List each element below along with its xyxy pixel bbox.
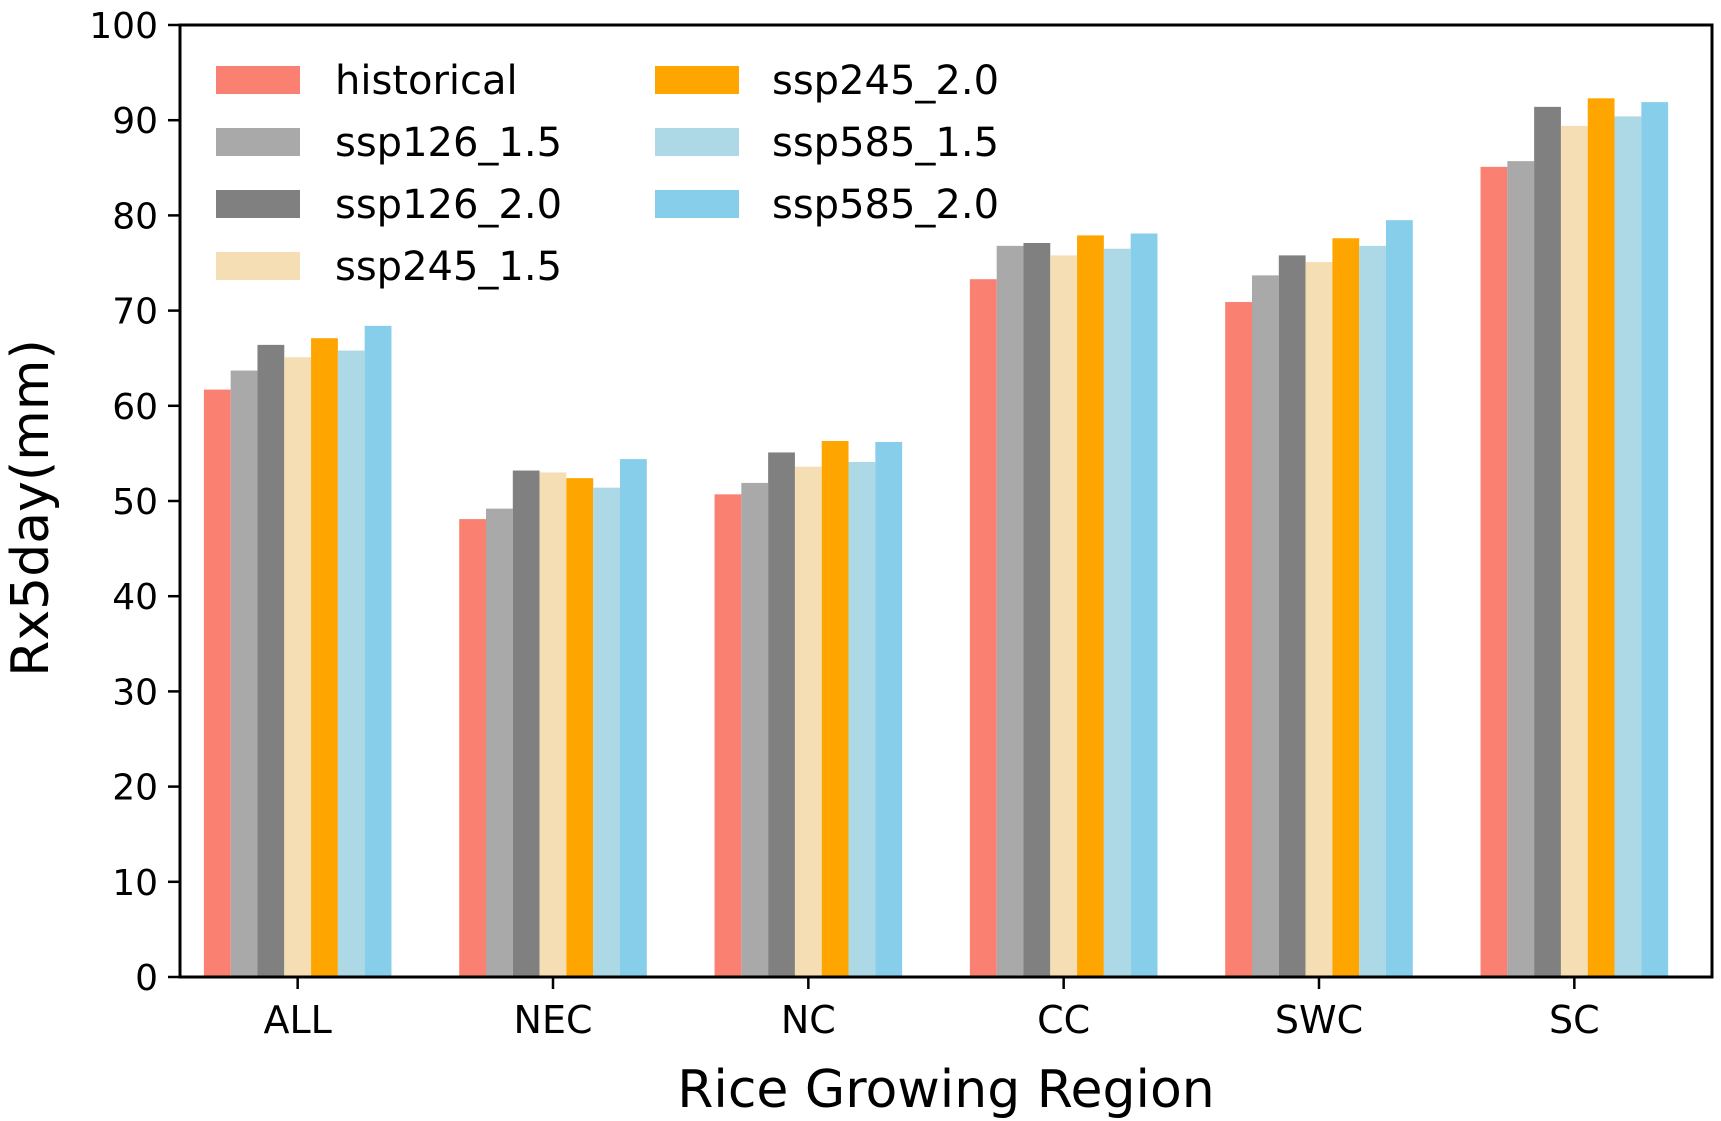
legend-swatch-historical bbox=[216, 66, 300, 94]
bar-ssp126-2-0-swc bbox=[1278, 255, 1306, 977]
bar-ssp126-1-5-all bbox=[230, 370, 258, 977]
bar-historical-nc bbox=[714, 494, 742, 977]
bars-layer bbox=[203, 98, 1669, 978]
bar-ssp126-1-5-sc bbox=[1507, 161, 1535, 978]
y-axis-label: Rx5day(mm) bbox=[1, 339, 61, 677]
bar-ssp126-2-0-cc bbox=[1023, 243, 1051, 977]
bar-ssp245-2-0-nec bbox=[566, 478, 594, 977]
y-tick-label: 100 bbox=[89, 6, 158, 47]
bar-ssp245-2-0-cc bbox=[1077, 235, 1104, 978]
bar-historical-cc bbox=[969, 279, 997, 978]
bar-ssp245-1-5-sc bbox=[1560, 125, 1588, 978]
bar-ssp585-1-5-cc bbox=[1103, 248, 1131, 978]
bar-ssp245-2-0-sc bbox=[1587, 98, 1615, 977]
y-tick-label: 90 bbox=[112, 101, 158, 142]
bar-historical-nec bbox=[459, 519, 486, 977]
legend-swatch-ssp245-2-0 bbox=[655, 66, 739, 94]
bar-historical-sc bbox=[1480, 166, 1508, 977]
bar-ssp245-2-0-nc bbox=[821, 441, 849, 977]
y-tick-label: 30 bbox=[112, 672, 158, 713]
legend-label-ssp126-1-5: ssp126_1.5 bbox=[335, 120, 562, 166]
bar-ssp585-2-0-nc bbox=[875, 441, 903, 977]
bar-historical-all bbox=[203, 389, 231, 978]
bar-ssp245-2-0-swc bbox=[1332, 238, 1360, 978]
x-tick-label-all: ALL bbox=[263, 998, 331, 1042]
bar-ssp245-1-5-nc bbox=[794, 466, 822, 977]
y-tick-label: 50 bbox=[112, 482, 158, 523]
y-tick-label: 40 bbox=[112, 577, 158, 618]
bar-ssp245-1-5-nec bbox=[539, 472, 567, 977]
legend-swatch-ssp126-2-0 bbox=[216, 190, 300, 218]
x-tick-label-nec: NEC bbox=[514, 998, 593, 1042]
bar-ssp585-1-5-nec bbox=[593, 487, 620, 977]
legend: historical ssp126_1.5 ssp126_2.0 ssp245_1.5… bbox=[216, 58, 999, 290]
legend-label-ssp585-1-5: ssp585_1.5 bbox=[772, 120, 999, 166]
bar-ssp126-1-5-nec bbox=[486, 508, 513, 977]
legend-label-ssp245-1-5: ssp245_1.5 bbox=[335, 244, 562, 290]
bar-ssp245-1-5-swc bbox=[1305, 262, 1333, 978]
bar-ssp245-2-0-all bbox=[311, 338, 338, 977]
bar-ssp585-1-5-all bbox=[337, 350, 365, 978]
x-tick-label-nc: NC bbox=[781, 998, 836, 1042]
bar-ssp126-2-0-all bbox=[257, 344, 285, 977]
bar-ssp126-2-0-nc bbox=[768, 452, 795, 977]
bar-ssp245-1-5-cc bbox=[1050, 255, 1078, 977]
bar-ssp126-2-0-sc bbox=[1534, 106, 1561, 977]
legend-label-ssp126-2-0: ssp126_2.0 bbox=[335, 182, 562, 228]
x-tick-label-sc: SC bbox=[1549, 998, 1600, 1042]
legend-label-historical: historical bbox=[335, 58, 518, 104]
bar-ssp126-1-5-cc bbox=[996, 245, 1024, 977]
y-tick-label: 80 bbox=[112, 196, 158, 237]
bar-ssp585-1-5-sc bbox=[1614, 116, 1642, 978]
y-tick-label: 0 bbox=[135, 958, 158, 999]
legend-label-ssp585-2-0: ssp585_2.0 bbox=[772, 182, 999, 228]
bar-ssp585-2-0-swc bbox=[1386, 220, 1413, 977]
legend-label-ssp245-2-0: ssp245_2.0 bbox=[772, 58, 999, 104]
bar-ssp126-1-5-nc bbox=[741, 482, 769, 977]
bar-ssp585-1-5-nc bbox=[848, 461, 876, 977]
legend-swatch-ssp585-1-5 bbox=[655, 128, 739, 156]
x-axis: ALL NEC NC CC SWC SC bbox=[263, 977, 1600, 1042]
bar-ssp585-2-0-cc bbox=[1130, 233, 1158, 977]
x-tick-label-cc: CC bbox=[1037, 998, 1090, 1042]
bar-ssp245-1-5-all bbox=[284, 357, 312, 977]
bar-ssp585-2-0-sc bbox=[1641, 102, 1669, 977]
bar-ssp585-2-0-all bbox=[364, 325, 392, 977]
bar-ssp585-2-0-nec bbox=[620, 459, 647, 977]
y-tick-label: 70 bbox=[112, 292, 158, 333]
bar-ssp585-1-5-swc bbox=[1359, 245, 1386, 977]
y-axis: 0 10 20 30 40 50 60 70 80 90 100 bbox=[89, 6, 180, 999]
y-tick-label: 20 bbox=[112, 768, 158, 809]
legend-swatch-ssp585-2-0 bbox=[655, 190, 739, 218]
legend-swatch-ssp245-1-5 bbox=[216, 252, 300, 280]
x-axis-label: Rice Growing Region bbox=[677, 1060, 1215, 1120]
y-tick-label: 60 bbox=[112, 387, 158, 428]
legend-swatch-ssp126-1-5 bbox=[216, 128, 300, 156]
bar-historical-swc bbox=[1225, 302, 1252, 978]
bar-ssp126-2-0-nec bbox=[512, 470, 540, 977]
bar-ssp126-1-5-swc bbox=[1252, 275, 1279, 978]
x-tick-label-swc: SWC bbox=[1275, 998, 1363, 1042]
y-tick-label: 10 bbox=[112, 863, 158, 904]
